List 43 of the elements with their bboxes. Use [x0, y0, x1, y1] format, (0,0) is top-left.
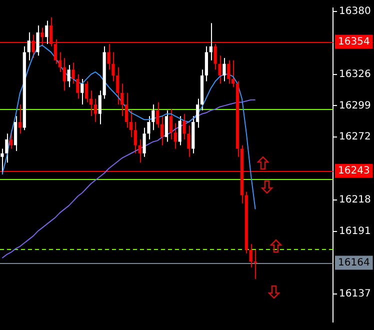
- candlestick: [232, 60, 235, 88]
- ref-line-label: 16164: [338, 257, 370, 268]
- candlestick: [116, 66, 120, 106]
- ref-line-label: 16243: [338, 165, 370, 176]
- candlestick: [94, 98, 98, 122]
- candlestick: [98, 90, 102, 125]
- candlestick: [222, 58, 226, 82]
- candlestick: [80, 78, 84, 106]
- candlestick: [36, 24, 40, 56]
- candlestick: [187, 124, 190, 158]
- candlestick: [72, 62, 75, 84]
- candlestick: [10, 130, 13, 150]
- y-tick-label: 16218: [339, 194, 371, 206]
- y-tick-label: 16326: [339, 68, 371, 80]
- candlestick: [218, 55, 222, 84]
- y-tick-label: 16380: [339, 6, 371, 18]
- candlestick: [178, 116, 182, 146]
- candlestick: [62, 58, 66, 92]
- candlestick: [138, 138, 142, 164]
- y-tick-label: 16299: [339, 100, 371, 112]
- candlestick: [124, 92, 128, 128]
- y-tick-label: 16191: [339, 226, 371, 237]
- candlestick: [142, 127, 146, 158]
- candlestick: [227, 60, 230, 84]
- candlestick: [204, 46, 208, 82]
- candlestick: [27, 32, 30, 61]
- y-tick-label: 16137: [339, 288, 371, 300]
- candlestick: [67, 64, 70, 88]
- candlestick: [14, 116, 18, 152]
- candlestick: [18, 104, 22, 134]
- candlestick: [5, 133, 8, 164]
- candlestick: [76, 74, 80, 100]
- y-tick-label: 16272: [339, 132, 371, 143]
- candlestick: [0, 148, 4, 175]
- candlestick: [182, 113, 186, 140]
- candlestick: [85, 80, 88, 103]
- candlestick: [134, 121, 137, 154]
- candlestick: [164, 110, 168, 142]
- candlestick: [45, 20, 48, 45]
- candlestick: [174, 122, 177, 150]
- ref-line-label: 16354: [338, 36, 370, 48]
- candlestick: [169, 108, 172, 140]
- candlestick: [209, 22, 212, 61]
